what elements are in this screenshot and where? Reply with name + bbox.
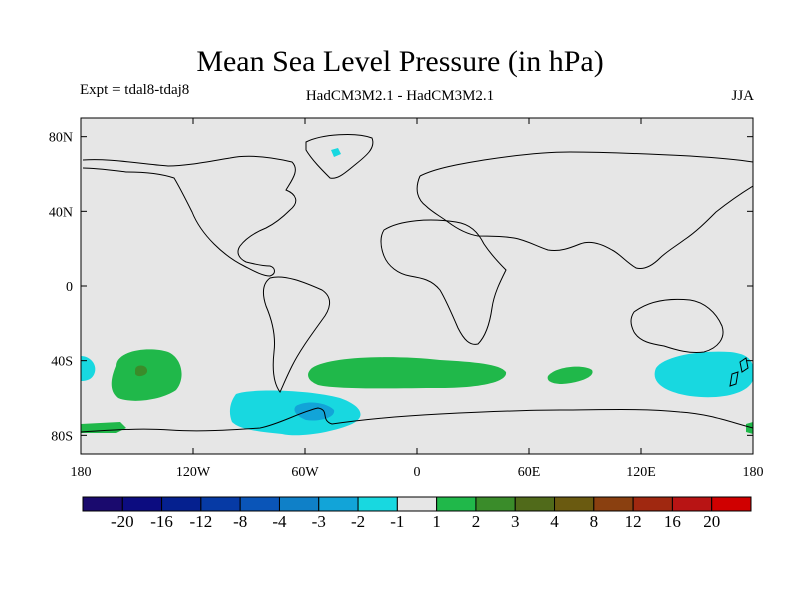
colorbar-label: -4 xyxy=(272,512,287,531)
coastline-north-america xyxy=(82,155,297,277)
colorbar-swatch xyxy=(161,496,202,512)
anomaly-region xyxy=(111,349,182,401)
colorbar-label: -2 xyxy=(351,512,365,531)
anomaly-region xyxy=(135,365,148,377)
x-tick-label: 120W xyxy=(176,465,211,480)
x-tick-label: 180 xyxy=(743,465,764,480)
colorbar-swatch xyxy=(239,496,280,512)
colorbar-label: -20 xyxy=(111,512,134,531)
y-tick-label: 40N xyxy=(49,205,73,220)
x-tick-label: 60E xyxy=(518,465,541,480)
colorbar-swatch xyxy=(396,496,438,512)
colorbar-label: 20 xyxy=(703,512,720,531)
colorbar-swatch xyxy=(711,496,752,512)
colorbar-swatch xyxy=(121,496,163,512)
x-tick-label: 180 xyxy=(71,465,92,480)
anomaly-region xyxy=(229,390,361,436)
colorbar-label: -3 xyxy=(312,512,326,531)
y-tick-label: 80S xyxy=(51,429,73,444)
coastline-eurasia xyxy=(416,151,753,269)
colorbar-label: -1 xyxy=(390,512,404,531)
colorbar-swatch xyxy=(200,496,241,512)
colorbar-label: -12 xyxy=(190,512,213,531)
colorbar-label: 3 xyxy=(511,512,520,531)
anomaly-region xyxy=(654,351,753,398)
map-background xyxy=(81,118,753,454)
colorbar-label: -8 xyxy=(233,512,247,531)
colorbar-label: 1 xyxy=(432,512,441,531)
colorbar-label: 4 xyxy=(550,512,559,531)
anomaly-region xyxy=(547,366,593,384)
chart-title: Mean Sea Level Pressure (in hPa) xyxy=(196,45,604,78)
colorbar-label: 12 xyxy=(625,512,642,531)
y-tick-label: 80N xyxy=(49,131,73,146)
coastline-antarctica xyxy=(81,407,753,433)
colorbar-swatch xyxy=(671,496,713,512)
coastline-south-america xyxy=(262,276,330,393)
colorbar-swatch xyxy=(278,496,320,512)
x-tick-label: 0 xyxy=(414,465,421,480)
colorbar: -20 -16 -12 -8 -4 -3 -2 -1 1 2 3 4 8 12 16 20 xyxy=(82,496,752,531)
axes-group: 180 120W 60W 0 60E 120E 180 80N 40N 0 40S 80S xyxy=(49,118,764,480)
colorbar-swatch xyxy=(632,496,673,512)
coastline-australia xyxy=(630,298,724,353)
colorbar-label: 16 xyxy=(664,512,681,531)
anomaly-region xyxy=(294,402,335,421)
colorbar-swatch xyxy=(82,496,123,512)
colorbar-swatch xyxy=(475,496,516,512)
season-label: JJA xyxy=(731,88,754,104)
colorbar-swatch xyxy=(554,496,595,512)
anomaly-region xyxy=(746,422,753,434)
y-tick-label: 40S xyxy=(51,355,73,370)
colorbar-swatch xyxy=(593,496,634,512)
y-tick-label: 0 xyxy=(66,280,73,295)
map-frame xyxy=(80,117,754,455)
coastlines xyxy=(81,134,753,433)
model-label: HadCM3M2.1 - HadCM3M2.1 xyxy=(305,88,495,104)
anomaly-region xyxy=(331,148,341,157)
x-tick-label: 60W xyxy=(291,465,319,480)
anomaly-region xyxy=(308,357,507,389)
anomaly-layer xyxy=(81,148,753,436)
anomaly-region xyxy=(81,356,96,381)
coastline-new-zealand xyxy=(729,357,749,387)
coastline-greenland xyxy=(305,134,374,179)
colorbar-swatch xyxy=(514,496,556,512)
x-tick-label: 120E xyxy=(626,465,656,480)
experiment-label: Expt = tdal8-tdaj8 xyxy=(80,82,190,98)
colorbar-swatch xyxy=(318,496,359,512)
coastline-africa xyxy=(380,219,507,345)
colorbar-label: 8 xyxy=(590,512,599,531)
colorbar-label: -16 xyxy=(150,512,173,531)
colorbar-swatch xyxy=(436,496,477,512)
colorbar-label: 2 xyxy=(472,512,481,531)
colorbar-swatch xyxy=(357,496,398,512)
